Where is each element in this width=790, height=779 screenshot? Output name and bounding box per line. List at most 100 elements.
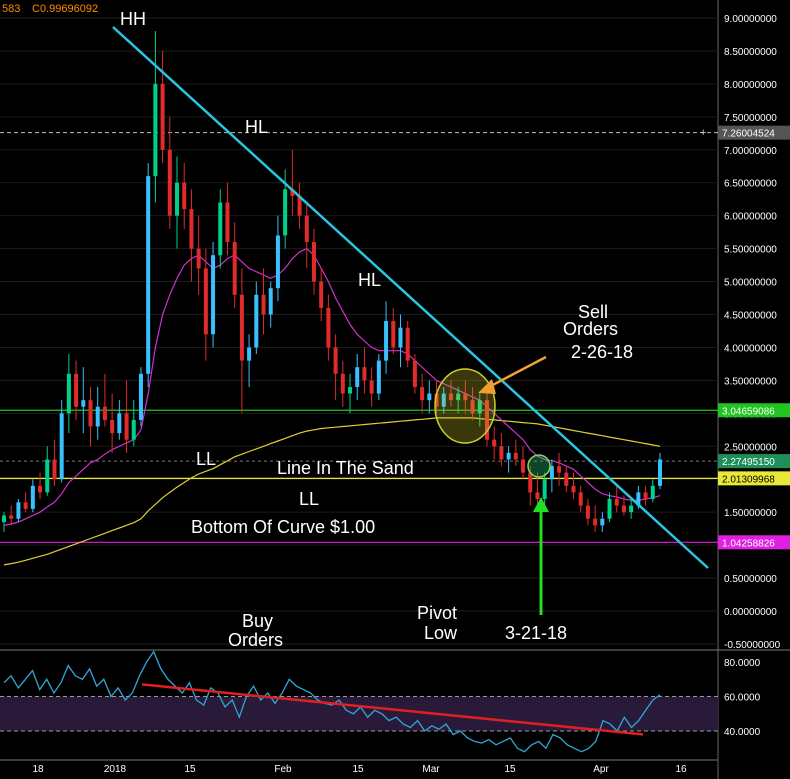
candle-body xyxy=(146,176,151,374)
plus-icon[interactable]: + xyxy=(700,127,706,139)
label-hh: HH xyxy=(120,9,146,29)
candle-body xyxy=(88,400,93,427)
candle-body xyxy=(16,502,21,519)
candle-body xyxy=(477,400,482,414)
x-tick-label: Feb xyxy=(274,764,292,775)
rsi-trendline xyxy=(141,683,644,736)
candle-body xyxy=(506,452,511,460)
y-tick-label: 6.00000000 xyxy=(724,212,777,223)
label-hl-1: HL xyxy=(245,117,268,137)
y-tick-label: -0.50000000 xyxy=(724,640,781,651)
price-badge xyxy=(718,454,790,469)
y-tick-label: 7.00000000 xyxy=(724,146,777,157)
label-date-321: 3-21-18 xyxy=(505,623,567,643)
candle-body xyxy=(441,393,446,407)
candle-body xyxy=(138,373,143,420)
candle-body xyxy=(268,288,273,315)
price-badge-label: 1.04258826 xyxy=(722,538,775,549)
y-tick-label: 9.00000000 xyxy=(724,14,777,25)
candle-body xyxy=(189,209,194,249)
candle-body xyxy=(211,255,216,335)
candle-body xyxy=(391,321,396,348)
candle-body xyxy=(38,485,43,493)
candle-body xyxy=(578,492,583,506)
candle-body xyxy=(232,242,237,295)
ohlc-close: C0.99696092 xyxy=(32,3,98,15)
y-tick-label: 4.50000000 xyxy=(724,311,777,322)
x-tick-label: 15 xyxy=(184,764,196,775)
candle-body xyxy=(153,83,158,177)
price-badge-label: 3.04659086 xyxy=(722,406,775,417)
candle-body xyxy=(528,472,533,493)
candle-body xyxy=(564,472,569,486)
candle-body xyxy=(326,307,331,348)
rsi-tick-label: 40.0000 xyxy=(724,727,761,738)
candle-body xyxy=(636,492,641,506)
y-tick-label: 0.00000000 xyxy=(724,607,777,618)
rsi-y-ticks: 80.0000 60.0000 40.0000 xyxy=(724,658,761,738)
candle-body xyxy=(434,393,439,407)
candle-body xyxy=(484,400,489,440)
candle-body xyxy=(542,479,547,499)
candle-body xyxy=(203,268,208,335)
candle-body xyxy=(427,393,432,401)
candle-body xyxy=(585,505,590,519)
candle-body xyxy=(196,248,201,269)
candle-body xyxy=(102,406,107,420)
candle-body xyxy=(369,380,374,394)
y-tick-label: 7.50000000 xyxy=(724,113,777,124)
candle-body xyxy=(412,360,417,387)
price-badge-label: 2.01309968 xyxy=(722,474,775,485)
candle-body xyxy=(499,446,504,460)
x-axis-ticks: 18 2018 15 Feb 15 Mar 15 Apr 16 xyxy=(32,764,687,775)
descending-trendline xyxy=(112,26,709,569)
label-pivot: Pivot xyxy=(417,603,457,623)
candle-body xyxy=(600,518,605,526)
candle-body xyxy=(297,195,302,216)
candle-body xyxy=(593,518,598,526)
candles xyxy=(2,31,662,532)
label-bottom-curve: Bottom Of Curve $1.00 xyxy=(191,517,375,537)
price-badge xyxy=(718,403,790,418)
candle-body xyxy=(30,485,35,509)
candle-body xyxy=(283,189,288,236)
price-badge xyxy=(718,125,790,140)
y-tick-label: 5.00000000 xyxy=(724,278,777,289)
candle-body xyxy=(535,492,540,499)
candle-body xyxy=(355,367,360,387)
candle-body xyxy=(261,294,266,315)
y-tick-label: 3.50000000 xyxy=(724,376,777,387)
candle-body xyxy=(470,400,475,414)
candle-body xyxy=(23,502,28,509)
candle-body xyxy=(110,419,115,434)
candle-body xyxy=(160,83,165,150)
candle-body xyxy=(319,281,324,308)
price-badge xyxy=(718,535,790,550)
candle-body xyxy=(557,466,562,473)
candle-body xyxy=(311,242,316,282)
candle-body xyxy=(492,439,497,447)
candle-body xyxy=(621,505,626,513)
candle-body xyxy=(124,413,129,440)
y-tick-label: 6.50000000 xyxy=(724,179,777,190)
candle-body xyxy=(175,182,180,216)
price-badge-label: 2.27495150 xyxy=(722,457,775,468)
label-sell-date: 2-26-18 xyxy=(571,342,633,362)
label-buy: Buy xyxy=(242,611,273,631)
candle-body xyxy=(2,515,6,523)
candle-body xyxy=(571,485,576,493)
candle-body xyxy=(658,459,662,486)
y-tick-label: 4.00000000 xyxy=(724,343,777,354)
x-tick-label: 15 xyxy=(504,764,516,775)
y-tick-label: 5.50000000 xyxy=(724,245,777,256)
y-tick-label: 2.50000000 xyxy=(724,442,777,453)
sell-arrow-shaft xyxy=(484,355,547,391)
y-tick-label: 8.00000000 xyxy=(724,80,777,91)
y-tick-label: 0.50000000 xyxy=(724,574,777,585)
candle-body xyxy=(66,373,71,414)
ohlc-prefix: 583 xyxy=(2,3,20,15)
price-badge-label: 7.26004524 xyxy=(722,129,775,140)
label-line-in-sand: Line In The Sand xyxy=(277,458,414,478)
x-tick-label: 16 xyxy=(675,764,687,775)
